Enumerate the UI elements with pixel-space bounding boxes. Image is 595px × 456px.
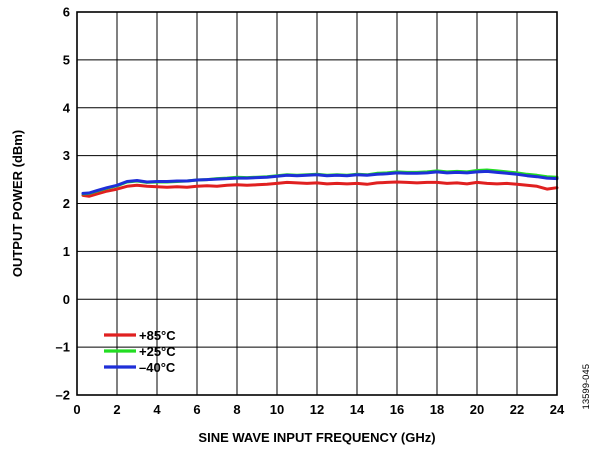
series-line-0 [81, 180, 559, 198]
legend-label-2: –40°C [139, 360, 176, 375]
series-line-2 [81, 169, 559, 195]
legend-label-1: +25°C [139, 344, 176, 359]
x-tick-label: 22 [510, 402, 524, 417]
x-tick-label: 16 [390, 402, 404, 417]
legend-label-0: +85°C [139, 328, 176, 343]
y-tick-label: –1 [56, 340, 70, 355]
x-tick-label: 24 [550, 402, 565, 417]
legend: +85°C+25°C–40°C [104, 328, 176, 375]
x-axis-title: SINE WAVE INPUT FREQUENCY (GHz) [198, 430, 435, 445]
x-tick-label: 2 [113, 402, 120, 417]
y-tick-label: 2 [63, 196, 70, 211]
y-tick-label: 4 [63, 100, 71, 115]
x-tick-label: 20 [470, 402, 484, 417]
x-tick-label: 6 [193, 402, 200, 417]
y-axis-title: OUTPUT POWER (dBm) [10, 130, 25, 277]
plot-frame [76, 11, 558, 396]
y-tick-label: 1 [63, 244, 70, 259]
y-tick-label: 6 [63, 5, 70, 20]
x-tick-label: 0 [73, 402, 80, 417]
y-tick-label: –2 [56, 388, 70, 403]
y-tick-label: 5 [63, 52, 70, 67]
y-tick-label: 0 [63, 292, 70, 307]
x-tick-label: 4 [153, 402, 161, 417]
x-tick-label: 14 [350, 402, 365, 417]
series-lines [81, 168, 559, 198]
x-tick-label: 18 [430, 402, 444, 417]
x-tick-label: 8 [233, 402, 240, 417]
figure-id: 13599-045 [581, 364, 592, 409]
y-tick-label: 3 [63, 148, 70, 163]
x-tick-label: 10 [270, 402, 284, 417]
x-tick-label: 12 [310, 402, 324, 417]
